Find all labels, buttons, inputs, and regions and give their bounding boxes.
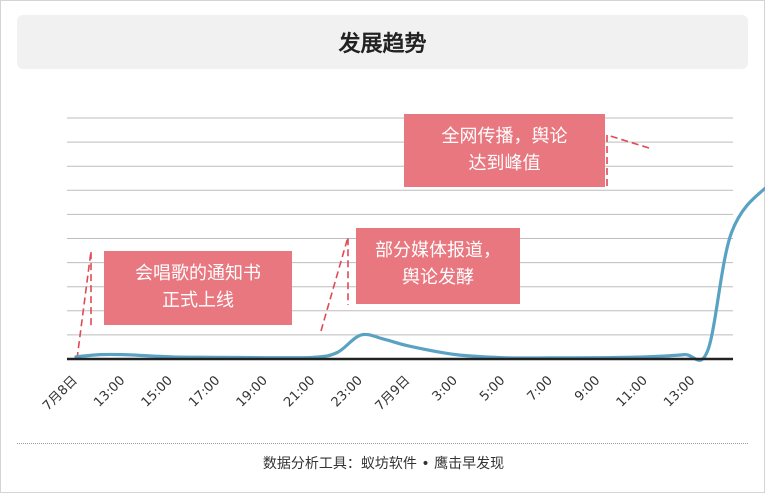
x-tick-label: 23:00: [329, 373, 366, 410]
x-tick-label: 7月8日: [40, 373, 81, 414]
x-tick-label: 11:00: [614, 373, 651, 410]
annotation-leader: [76, 250, 92, 360]
x-tick-label: 7:00: [525, 373, 556, 404]
x-tick-label: 15:00: [139, 373, 176, 410]
annotation-text: 全网传播，舆论: [442, 126, 568, 147]
chart-title: 发展趋势: [17, 15, 748, 69]
annotation-text: 正式上线: [162, 290, 234, 311]
annotation-text: 舆论发酵: [402, 267, 474, 288]
annotation-text: 会唱歌的通知书: [135, 263, 261, 284]
annotation-callout: 部分媒体报道， 舆论发酵: [320, 228, 520, 332]
x-tick-label: 17:00: [186, 373, 223, 410]
x-tick-label: 13:00: [661, 373, 698, 410]
x-tick-label: 9:00: [572, 373, 603, 404]
x-tick-label: 7月9日: [373, 373, 414, 414]
x-tick-label: 21:00: [281, 373, 318, 410]
annotation-box: [356, 228, 520, 304]
x-tick-label: 19:00: [234, 373, 271, 410]
x-tick-label: 3:00: [430, 373, 461, 404]
footer-divider: [17, 443, 748, 444]
x-tick-labels: 7月8日 13:00 15:00 17:00 19:00 21:00 23:00 7月9日 3:…: [40, 373, 698, 414]
annotation-leader: [606, 133, 650, 189]
footer-credit: 数据分析工具：蚁坊软件 • 鹰击早发现: [262, 456, 505, 472]
annotation-box: [104, 251, 292, 325]
x-tick-label: 5:00: [477, 373, 508, 404]
annotation-text: 达到峰值: [469, 153, 541, 174]
annotation-leader: [320, 236, 349, 332]
annotation-box: [404, 114, 605, 187]
annotation-text: 部分媒体报道，: [375, 240, 501, 261]
x-tick-label: 13:00: [91, 373, 128, 410]
